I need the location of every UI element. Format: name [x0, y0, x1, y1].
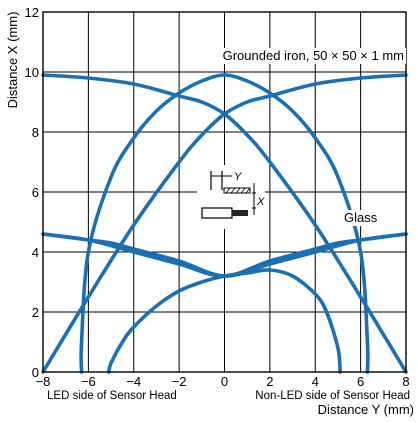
series-label: Glass	[344, 210, 378, 225]
y-axis-label: Distance X (mm)	[5, 12, 20, 109]
series-curve-1-2	[41, 232, 408, 278]
y-tick-label: 4	[32, 245, 39, 260]
x-tick-label: 2	[266, 374, 273, 389]
y-tick-label: 2	[32, 305, 39, 320]
x-tick-label: −2	[172, 374, 187, 389]
x-axis-note-right: Non-LED side of Sensor Head	[255, 390, 410, 402]
x-tick-label: −6	[81, 374, 96, 389]
x-tick-label: 8	[402, 374, 409, 389]
series-label-bg	[197, 48, 406, 64]
y-tick-label: 0	[32, 365, 39, 380]
curves	[41, 73, 408, 374]
x-tick-label: 4	[312, 374, 319, 389]
y-tick-label: 8	[32, 125, 39, 140]
plot-frame	[42, 11, 407, 373]
svg-text:Y: Y	[234, 171, 242, 183]
series-curve-0-0	[79, 73, 370, 374]
annotations: Grounded iron, 50 × 50 × 1 mm Glass	[197, 48, 406, 226]
x-axis-label: Distance Y (mm)	[318, 402, 414, 417]
series-curve-0-1	[41, 73, 408, 374]
series-label: Grounded iron, 50 × 50 × 1 mm	[223, 48, 404, 63]
series-label-bg	[340, 210, 382, 226]
sensor-head-diagram: Y X	[197, 165, 265, 229]
tick-labels: −8 −6 −4 −2 0 2 4 6 8 0 2 4 6 8 10 12	[25, 5, 410, 389]
y-tick-label: 12	[25, 5, 39, 20]
x-tick-label: −4	[126, 374, 141, 389]
svg-text:X: X	[256, 196, 265, 208]
x-axis-note-left: LED side of Sensor Head	[47, 390, 177, 402]
x-tick-label: 6	[357, 374, 364, 389]
x-tick-label: 0	[221, 374, 228, 389]
y-tick-label: 6	[32, 185, 39, 200]
y-tick-label: 10	[25, 65, 39, 80]
x-tick-label: −8	[36, 374, 51, 389]
series-curve-0-2	[41, 73, 408, 374]
